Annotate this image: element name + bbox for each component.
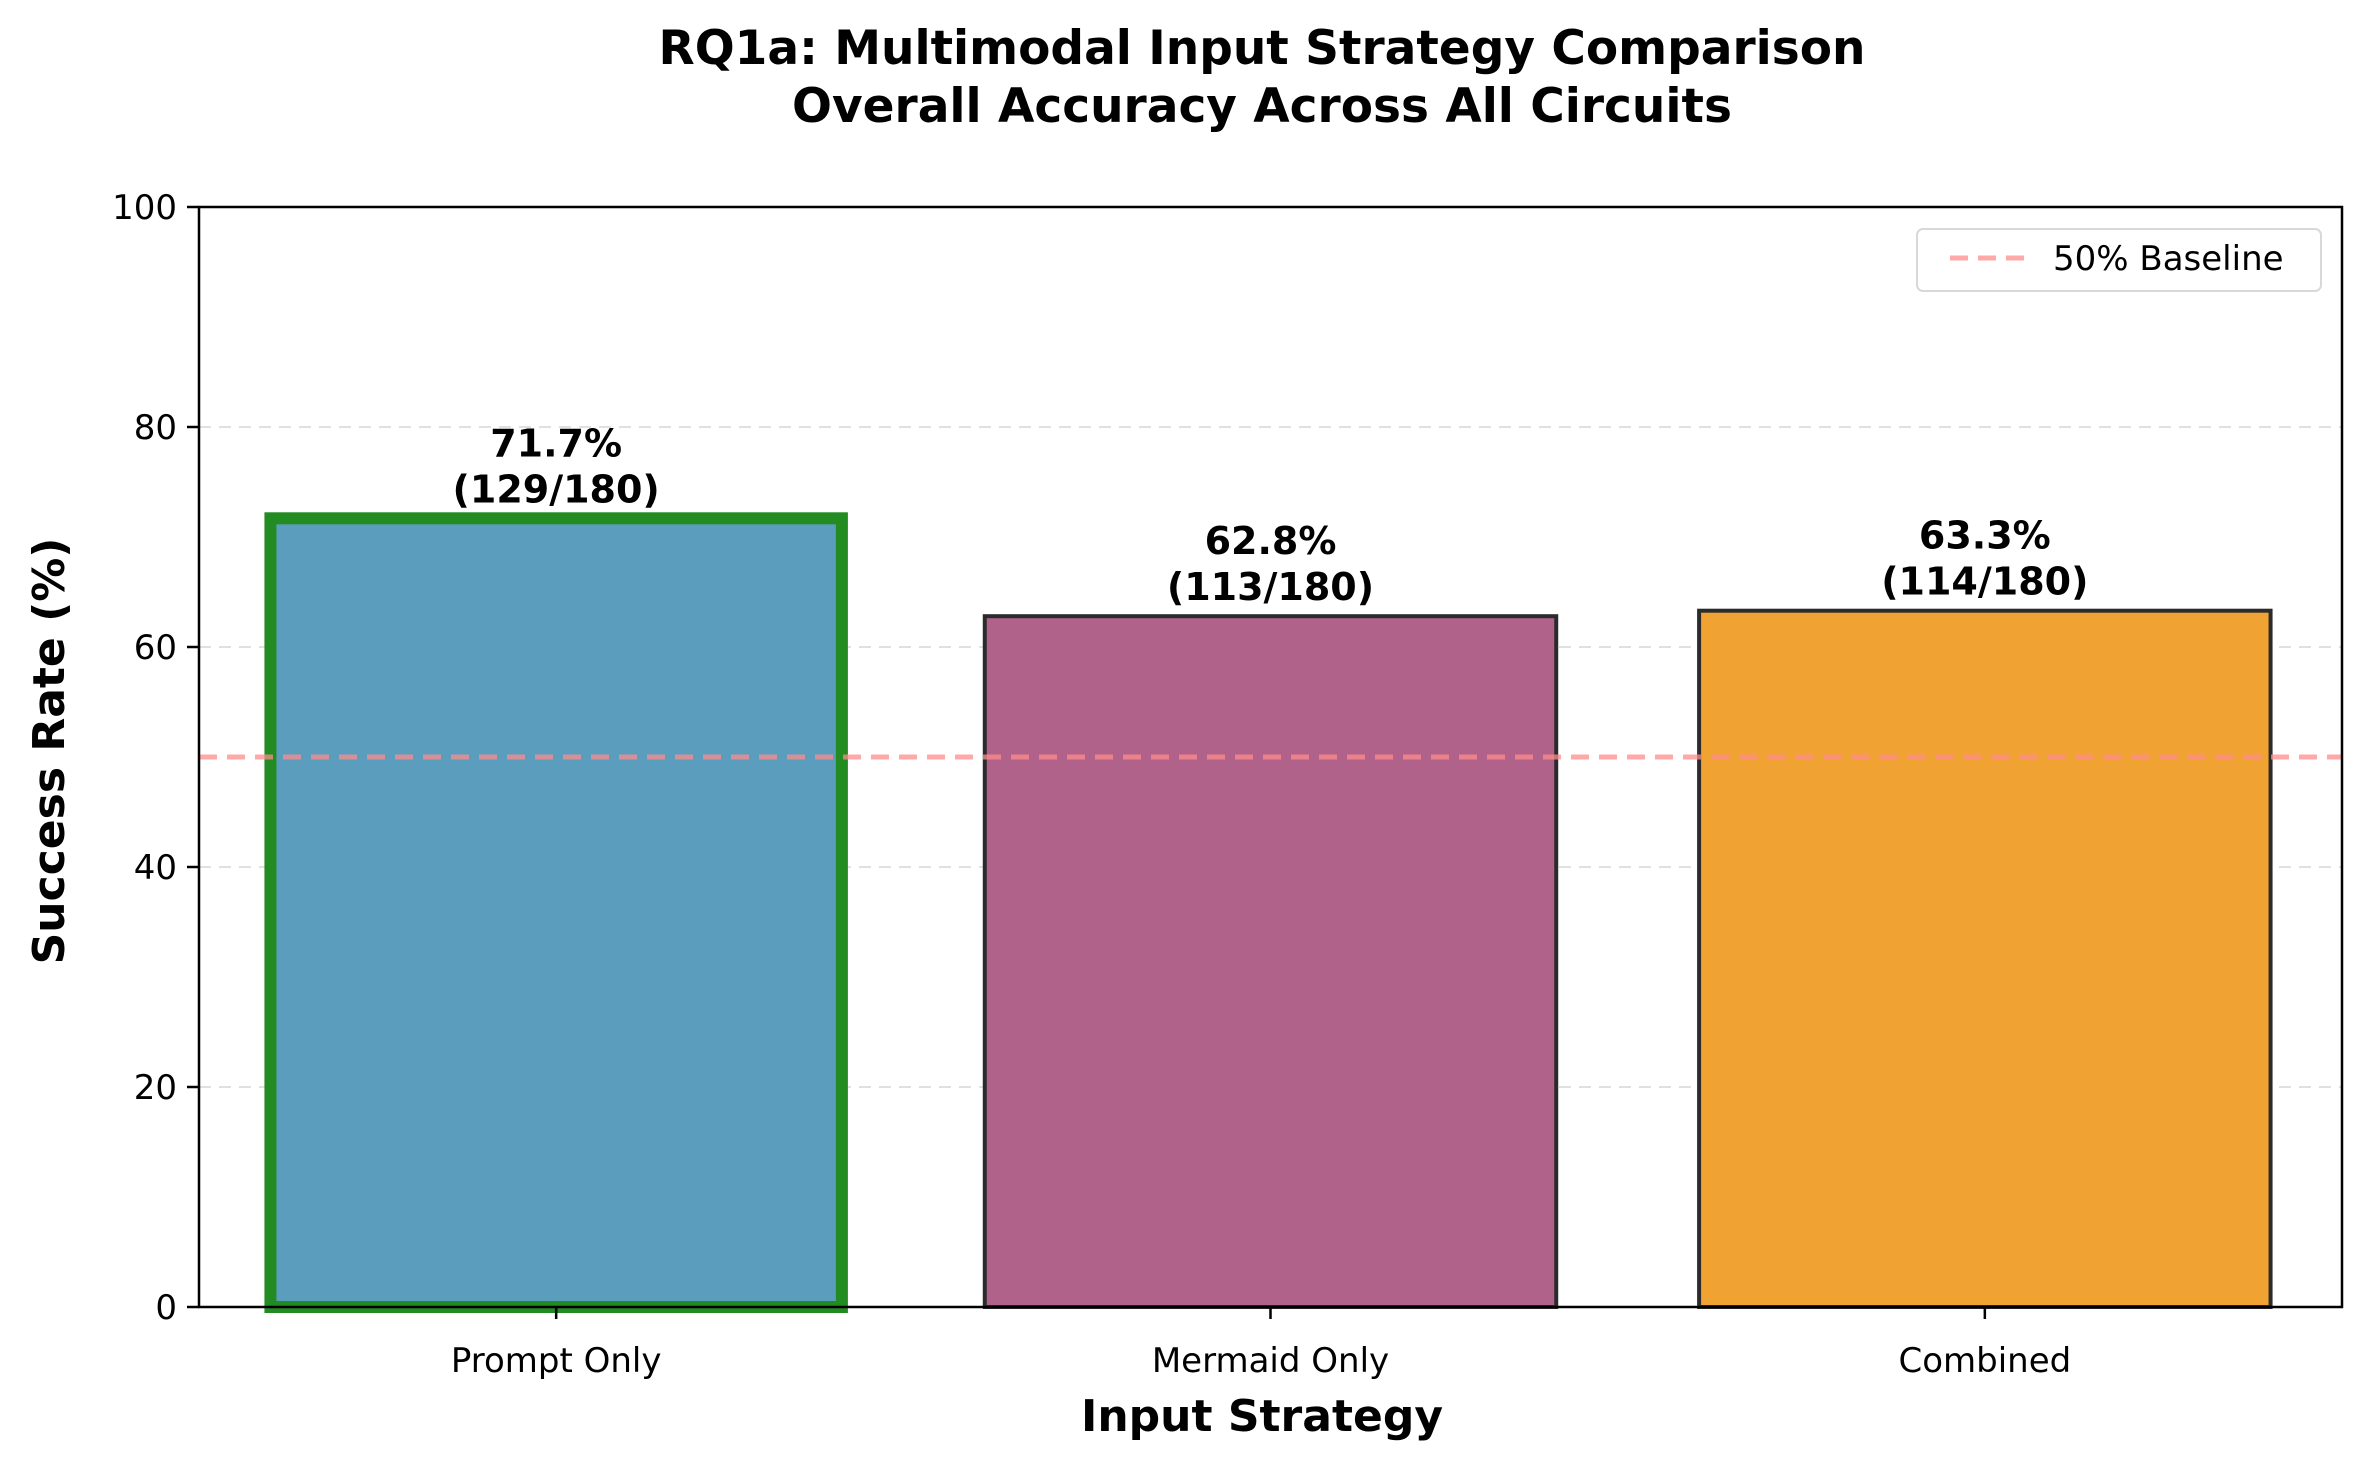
legend-box — [1916, 228, 2322, 292]
axes: Prompt Only Mermaid Only Combined 0 20 40 60 80… — [112, 188, 2344, 1381]
data-label-count-3: (114/180) — [1881, 560, 2088, 604]
bar-mermaid-only — [982, 614, 1559, 1309]
bars — [264, 512, 2273, 1313]
y-tick-label-60: 60 — [134, 628, 177, 668]
data-label-count-1: (129/180) — [453, 467, 660, 511]
bar-prompt-only — [264, 512, 848, 1313]
x-tick-label-2: Mermaid Only — [1152, 1341, 1389, 1381]
bar-combined — [1697, 608, 2273, 1309]
legend-entry-baseline: 50% Baseline — [2053, 239, 2284, 279]
plot-frame — [197, 205, 2344, 1309]
y-tick-label-20: 20 — [134, 1068, 177, 1108]
data-labels: 71.7%(129/180) 62.8%(113/180) 63.3%(114/18… — [453, 421, 2089, 609]
y-tick-label-0: 0 — [155, 1288, 177, 1328]
chart-title-line-2: Overall Accuracy Across All Circuits — [792, 79, 1732, 134]
data-label-count-2: (113/180) — [1167, 565, 1374, 609]
x-tick-label-1: Prompt Only — [451, 1341, 662, 1381]
data-label-value-3: 63.3% — [1919, 514, 2051, 558]
legend: 50% Baseline — [1916, 228, 2322, 292]
chart-title-line-1: RQ1a: Multimodal Input Strategy Comparis… — [659, 21, 1866, 76]
y-tick-label-100: 100 — [112, 188, 177, 228]
x-tick-label-3: Combined — [1898, 1341, 2071, 1381]
y-axis-label: Success Rate (%) — [24, 538, 75, 965]
data-label-value-1: 71.7% — [490, 421, 622, 465]
x-axis-label: Input Strategy — [1081, 1391, 1443, 1442]
y-tick-label-40: 40 — [134, 848, 177, 888]
data-label-value-2: 62.8% — [1205, 519, 1337, 563]
y-tick-label-80: 80 — [134, 408, 177, 448]
